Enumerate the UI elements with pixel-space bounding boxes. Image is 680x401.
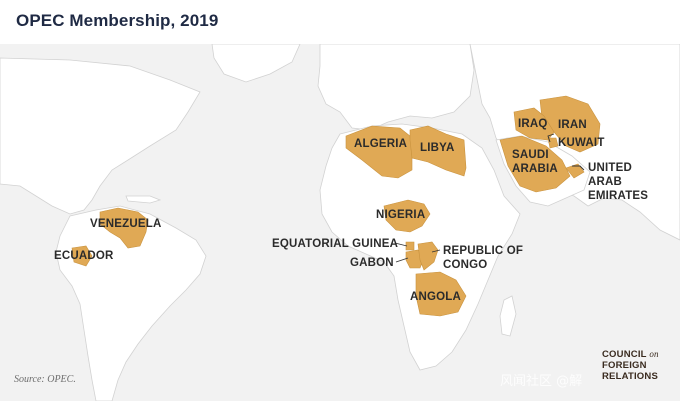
label-saudi-arabia-line2: ARABIA	[512, 163, 558, 175]
algeria-country[interactable]	[345, 125, 413, 179]
logo-line-1: COUNCIL on	[602, 349, 659, 360]
label-saudi-arabia-line1: SAUDI	[512, 149, 549, 161]
label-iran: IRAN	[558, 119, 587, 131]
label-gabon: GABON	[350, 257, 394, 269]
uae-country[interactable]	[565, 163, 585, 179]
uae-leader-line	[572, 165, 585, 171]
greenland-land	[211, 44, 301, 83]
world-map: VENEZUELA ECUADOR ALGERIA LIBYA NIGERIA …	[0, 44, 680, 401]
label-algeria: ALGERIA	[354, 138, 407, 150]
label-iraq: IRAQ	[518, 118, 548, 130]
eq-guinea-leader-line	[394, 242, 408, 247]
map-svg: VENEZUELA ECUADOR ALGERIA LIBYA NIGERIA …	[0, 44, 680, 401]
label-republic-of-congo-line2: CONGO	[443, 259, 487, 271]
label-libya: LIBYA	[420, 142, 454, 154]
map-title: OPEC Membership, 2019	[16, 11, 219, 30]
ecuador-country[interactable]	[71, 245, 93, 267]
equatorial-guinea-country[interactable]	[405, 241, 415, 251]
congo-leader-line	[431, 249, 441, 253]
label-nigeria: NIGERIA	[376, 209, 425, 221]
libya-country[interactable]	[409, 125, 467, 177]
label-angola: ANGOLA	[410, 291, 461, 303]
header: OPEC Membership, 2019	[0, 0, 680, 44]
madagascar-land	[499, 295, 517, 337]
logo-line-3: RELATIONS	[602, 371, 658, 382]
source-note: Source: OPEC.	[14, 374, 76, 385]
venezuela-country[interactable]	[99, 207, 149, 249]
watermark: 风闻社区 @解	[500, 374, 583, 389]
label-equatorial-guinea: EQUATORIAL GUINEA	[272, 238, 398, 250]
europe-land	[317, 44, 475, 131]
south-america-land	[55, 205, 207, 401]
kuwait-country[interactable]	[547, 137, 559, 149]
angola-country[interactable]	[415, 271, 467, 317]
label-uae-line3: EMIRATES	[588, 190, 648, 202]
republic-of-congo-country[interactable]	[417, 241, 439, 271]
label-uae-line2: ARAB	[588, 176, 622, 188]
nigeria-country[interactable]	[383, 199, 431, 233]
saudi-arabia-country[interactable]	[499, 135, 571, 193]
kuwait-leader-line	[547, 133, 555, 143]
label-kuwait: KUWAIT	[558, 137, 605, 149]
logo-line-2: FOREIGN	[602, 360, 647, 371]
label-ecuador: ECUADOR	[54, 250, 114, 262]
north-america-land	[0, 57, 201, 215]
caribbean-land	[125, 195, 162, 204]
cfr-logo[interactable]: COUNCIL on FOREIGN RELATIONS	[602, 349, 674, 382]
label-uae-line1: UNITED	[588, 162, 632, 174]
gabon-leader-line	[395, 257, 409, 263]
label-venezuela: VENEZUELA	[90, 218, 161, 230]
iraq-country[interactable]	[513, 107, 555, 141]
label-republic-of-congo-line1: REPUBLIC OF	[443, 245, 523, 257]
